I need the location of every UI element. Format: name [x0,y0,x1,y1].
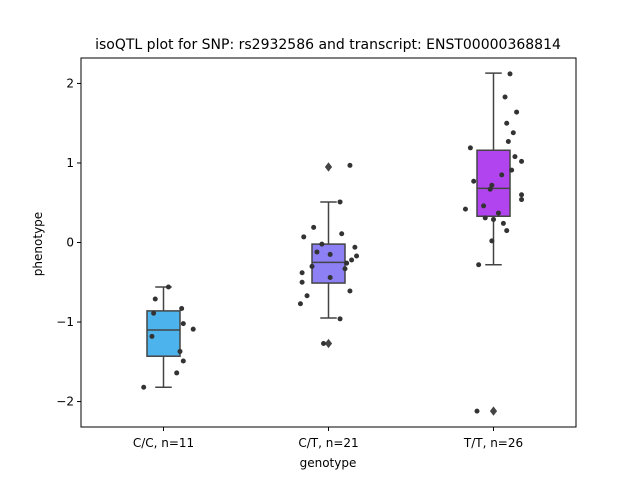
outlier-marker [324,162,333,172]
outlier-marker [489,406,498,416]
box-group-1 [146,286,181,388]
data-point [347,288,353,294]
x-tick-label: C/T, n=21 [298,436,358,450]
y-tick-label: 0 [66,236,74,250]
data-point [347,162,353,168]
data-point [321,340,327,346]
data-point [314,249,320,255]
data-point [481,203,487,209]
y-axis-label: phenotype [31,212,45,276]
data-point [342,266,348,272]
data-point [462,206,468,212]
data-point [489,238,495,244]
data-point [149,333,155,339]
data-point [354,253,360,259]
x-axis: C/C, n=11 C/T, n=21 T/T, n=26 [133,427,523,450]
y-tick-label: 2 [66,76,74,90]
x-tick-label: T/T, n=26 [463,436,523,450]
y-tick-label: −2 [56,395,74,409]
data-point [499,172,505,178]
data-point [467,145,473,151]
data-point [491,216,496,222]
box [146,310,181,357]
points-group-1 [141,284,196,390]
data-point [519,197,525,203]
x-tick-label: C/C, n=11 [133,436,194,450]
data-point [519,192,525,198]
chart-title: isoQTL plot for SNP: rs2932586 and trans… [95,37,561,53]
x-axis-label: genotype [300,456,357,470]
data-point [487,186,493,192]
outlier-marker [324,338,333,349]
data-point [352,244,358,250]
data-point [510,130,516,136]
data-point [337,199,343,205]
data-point [344,260,350,266]
data-point [311,224,317,230]
data-point [180,321,186,327]
y-axis: −2 −1 0 1 2 [56,76,81,409]
y-tick-label: −1 [56,315,74,329]
data-point [327,251,333,257]
data-point [471,178,477,184]
data-point [349,257,355,263]
data-point [151,310,157,316]
data-point [180,358,186,364]
data-point [174,370,180,376]
points-group-2 [297,162,360,346]
data-point [507,71,513,77]
data-point [179,306,185,312]
data-point [339,231,345,237]
data-point [309,263,315,269]
data-point [297,301,303,307]
y-tick-label: 1 [66,156,74,170]
data-point [299,279,305,285]
data-point [327,274,333,280]
data-point [337,316,343,322]
data-point [319,241,325,247]
data-point [482,215,488,221]
data-point [190,326,196,332]
data-point [504,228,510,234]
points-group-3 [462,71,525,414]
data-point [141,384,147,390]
data-point [165,284,171,290]
data-point [301,234,307,240]
data-point [519,158,525,164]
data-point [152,296,158,302]
plot-area [141,71,525,416]
data-point [509,167,515,173]
data-point [304,293,310,299]
data-point [299,270,305,276]
data-point [514,109,520,115]
data-point [500,220,506,226]
data-point [512,154,518,160]
data-point [502,94,508,100]
data-point [474,408,480,414]
data-point [504,120,510,126]
data-point [177,348,183,354]
data-point [495,210,501,216]
data-point [489,182,495,188]
data-point [476,262,482,268]
data-point [505,139,511,145]
